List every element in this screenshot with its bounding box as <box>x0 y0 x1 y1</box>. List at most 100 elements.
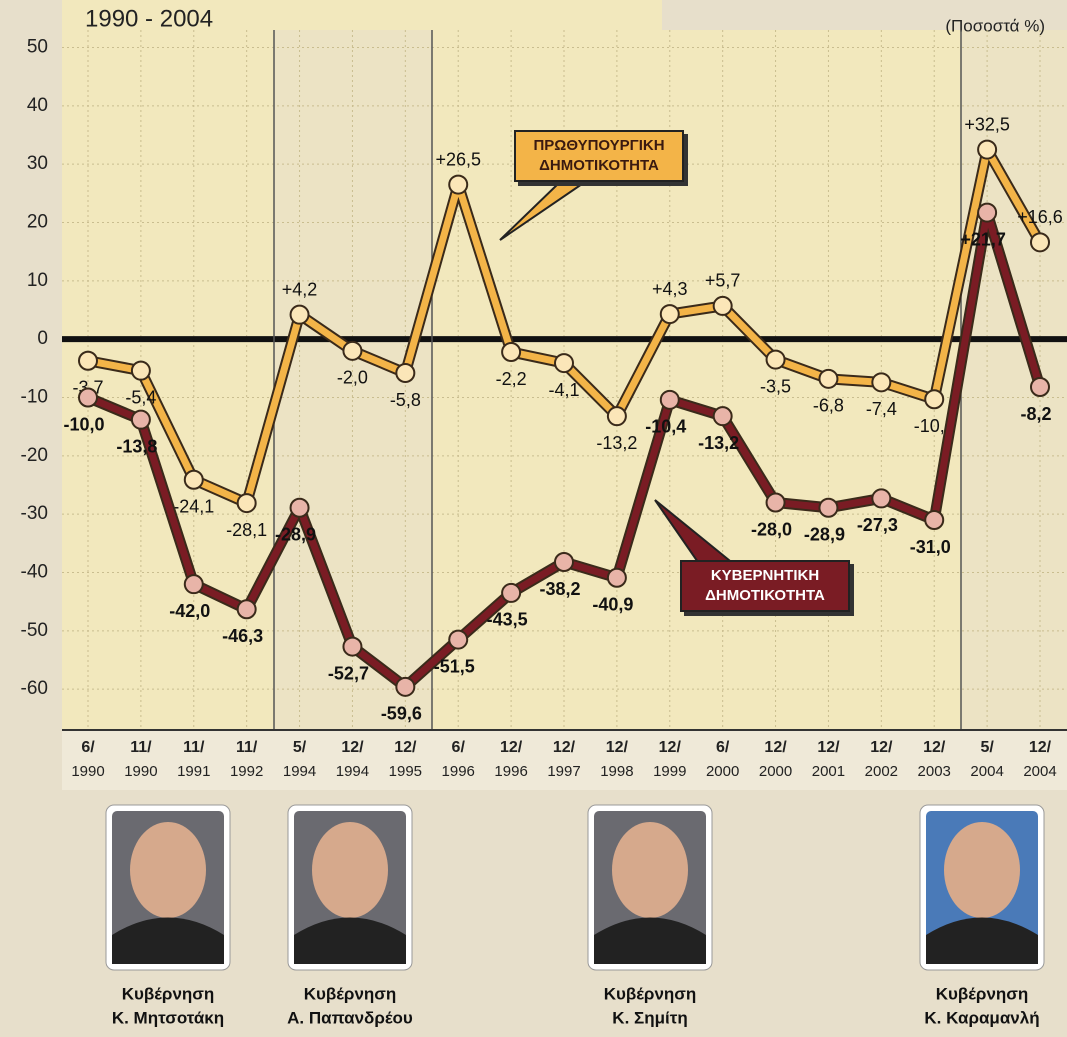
x-tick-label-month: 12/ <box>659 739 682 756</box>
data-point <box>872 373 890 391</box>
x-tick-label-year: 2000 <box>706 763 739 780</box>
data-label: -6,8 <box>813 396 844 416</box>
portrait-face <box>612 822 688 918</box>
x-tick-label-year: 1995 <box>389 763 422 780</box>
data-point <box>396 678 414 696</box>
data-label: -5,8 <box>390 390 421 410</box>
data-label: +21,7 <box>960 229 1006 249</box>
data-label: -7,4 <box>866 399 897 419</box>
data-label: +5,7 <box>705 271 741 291</box>
x-tick-label-year: 2003 <box>918 763 951 780</box>
x-tick-label-month: 12/ <box>1029 739 1052 756</box>
data-label: -28,1 <box>226 520 267 540</box>
x-tick-label-month: 11/ <box>183 739 205 756</box>
x-tick-label-year: 1994 <box>283 763 316 780</box>
chart-title: 1990 - 2004 <box>85 5 213 32</box>
data-label: -8,2 <box>1020 404 1051 424</box>
data-point <box>978 204 996 222</box>
x-tick-label-month: 12/ <box>553 739 576 756</box>
x-tick-label-year: 1998 <box>600 763 633 780</box>
y-tick-label: 20 <box>27 212 48 233</box>
x-tick-label-year: 2000 <box>759 763 792 780</box>
government-name: Α. Παπανδρέου <box>287 1008 413 1027</box>
y-tick-label: -10 <box>21 387 48 408</box>
government-label: Κυβέρνηση <box>604 984 697 1003</box>
data-label: -13,8 <box>116 436 157 456</box>
x-tick-label-year: 1990 <box>71 763 104 780</box>
y-tick-label: 0 <box>37 328 48 349</box>
y-tick-label: 10 <box>27 270 48 291</box>
data-label: -28,9 <box>804 525 845 545</box>
data-point <box>79 389 97 407</box>
x-tick-label-year: 2004 <box>1023 763 1056 780</box>
data-label: -13,2 <box>698 433 739 453</box>
data-label: +32,5 <box>964 114 1010 134</box>
x-tick-label-month: 11/ <box>130 739 152 756</box>
data-point <box>1031 378 1049 396</box>
data-point <box>714 407 732 425</box>
data-point <box>819 370 837 388</box>
data-label: -28,9 <box>275 525 316 545</box>
portrait-face <box>130 822 206 918</box>
legend-callout: ΚΥΒΕΡΝΗΤΙΚΗ ΔΗΜΟΤΙΚΟΤΗΤΑ <box>680 560 850 612</box>
x-tick-label-year: 1994 <box>336 763 369 780</box>
x-tick-label-year: 1990 <box>124 763 157 780</box>
x-tick-label-year: 1999 <box>653 763 686 780</box>
data-point <box>819 499 837 517</box>
x-tick-label-year: 1997 <box>547 763 580 780</box>
data-point <box>185 575 203 593</box>
portrait-face <box>944 822 1020 918</box>
data-label: -24,1 <box>173 497 214 517</box>
data-label: -43,5 <box>487 610 528 630</box>
x-tick-label-year: 2001 <box>812 763 845 780</box>
data-label: -28,0 <box>751 519 792 539</box>
data-point <box>185 471 203 489</box>
x-tick-label-month: 12/ <box>500 739 523 756</box>
x-tick-label-month: 6/ <box>452 739 466 756</box>
government-label: Κυβέρνηση <box>936 984 1029 1003</box>
data-point <box>449 631 467 649</box>
data-label: -31,0 <box>910 537 951 557</box>
data-label: +16,6 <box>1017 207 1063 227</box>
data-label: -42,0 <box>169 601 210 621</box>
x-tick-label-year: 1992 <box>230 763 263 780</box>
x-tick-label-year: 1996 <box>442 763 475 780</box>
y-tick-label: -40 <box>21 562 48 583</box>
data-point <box>238 600 256 618</box>
y-tick-label: -50 <box>21 620 48 641</box>
data-point <box>978 141 996 159</box>
data-point <box>925 390 943 408</box>
data-point <box>502 584 520 602</box>
data-point <box>343 342 361 360</box>
data-point <box>132 411 150 429</box>
data-label: -4,1 <box>548 380 579 400</box>
data-label: -13,2 <box>596 433 637 453</box>
data-point <box>714 297 732 315</box>
x-tick-label-month: 12/ <box>394 739 417 756</box>
data-point <box>449 176 467 194</box>
data-label: -10,4 <box>645 417 686 437</box>
data-label: +26,5 <box>435 149 481 169</box>
y-tick-label: 50 <box>27 37 48 58</box>
data-point <box>291 499 309 517</box>
data-label: +4,2 <box>282 279 318 299</box>
data-label: -10,0 <box>63 414 104 434</box>
data-label: -27,3 <box>857 515 898 535</box>
portrait-face <box>312 822 388 918</box>
data-label: -59,6 <box>381 704 422 724</box>
data-point <box>396 364 414 382</box>
data-point <box>502 343 520 361</box>
data-point <box>661 391 679 409</box>
x-tick-label-month: 12/ <box>341 739 364 756</box>
data-point <box>238 494 256 512</box>
data-label: -2,0 <box>337 368 368 388</box>
data-label: -40,9 <box>592 595 633 615</box>
x-tick-label-month: 11/ <box>236 739 258 756</box>
y-tick-label: -30 <box>21 503 48 524</box>
data-label: -5,4 <box>125 387 156 407</box>
x-tick-label-month: 5/ <box>980 739 994 756</box>
government-name: Κ. Καραμανλή <box>924 1008 1039 1027</box>
data-label: -3,5 <box>760 376 791 396</box>
data-point <box>872 489 890 507</box>
period-shade <box>961 30 1067 730</box>
